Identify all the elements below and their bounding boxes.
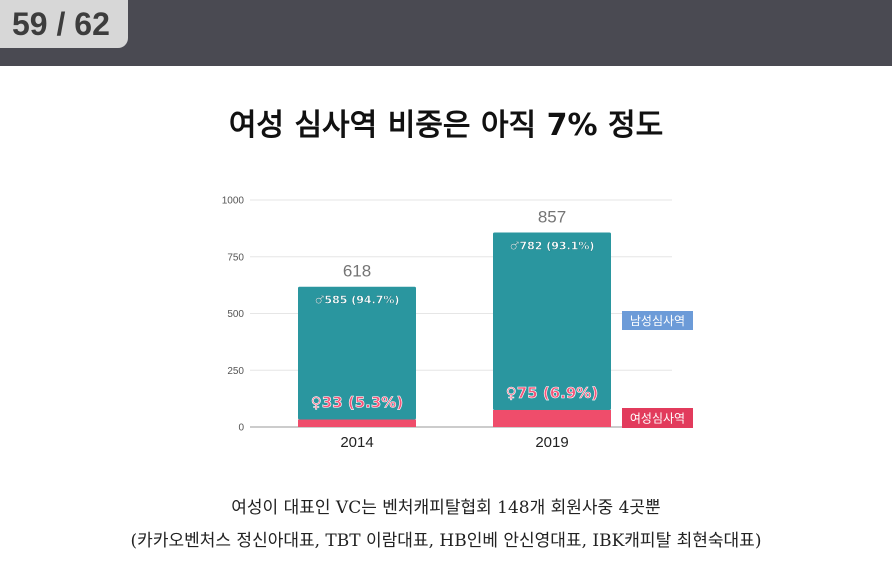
legend-label-female: 여성심사역 <box>630 412 685 426</box>
page-indicator: 59 / 62 <box>0 0 128 48</box>
data-label-female: ♀75 (6.9%) <box>506 384 598 402</box>
data-label-female: ♀33 (5.3%) <box>311 394 403 412</box>
y-tick-label: 750 <box>227 252 244 263</box>
note-line-2: (카카오벤처스 정신아대표, TBT 이람대표, HB인베 안신영대표, IBK… <box>130 531 762 551</box>
y-tick-label: 500 <box>227 309 244 320</box>
note-line-1: 여성이 대표인 VC는 벤처캐피탈협회 148개 회원사중 4곳뿐 <box>231 498 661 518</box>
top-bar <box>0 0 892 66</box>
total-label: 618 <box>343 262 371 281</box>
bar-segment-male-2019 <box>493 232 611 410</box>
legend-label-male: 남성심사역 <box>630 314 685 328</box>
legend-box-male <box>622 311 693 330</box>
bar-segment-female-2014 <box>298 419 416 427</box>
y-tick-label: 0 <box>238 423 244 434</box>
y-tick-label: 250 <box>227 366 244 377</box>
x-tick-label: 2019 <box>535 434 568 451</box>
x-tick-label: 2014 <box>340 434 373 451</box>
bar-segment-male-2014 <box>298 286 416 420</box>
slide-title: 여성 심사역 비중은 아직 7% 정도 <box>228 108 664 143</box>
y-tick-label: 1000 <box>222 196 245 207</box>
total-label: 857 <box>538 207 566 226</box>
data-label-male: ♂782 (93.1%) <box>510 239 595 252</box>
bar-segment-female-2019 <box>493 409 611 427</box>
data-label-male: ♂585 (94.7%) <box>315 294 400 307</box>
legend-box-female <box>622 408 693 428</box>
